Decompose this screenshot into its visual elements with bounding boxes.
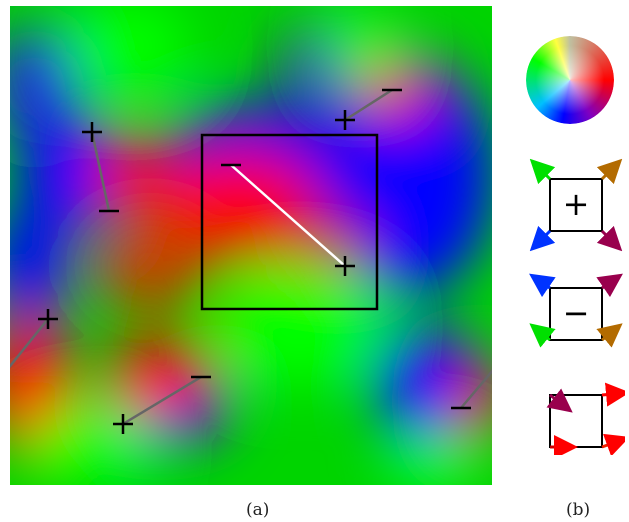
caption-a: (a) [246, 500, 270, 520]
phase-field-panel [10, 6, 492, 485]
highlight-pair-line [230, 164, 346, 267]
legend-panel: + − [520, 25, 629, 459]
plus-defect-marker [38, 309, 58, 329]
plus-defect-marker [82, 122, 102, 142]
defect-overlay [10, 88, 492, 434]
highlight-box [200, 133, 379, 311]
pair-line [344, 88, 393, 122]
color-wheel [526, 36, 614, 124]
plus-defect-marker [335, 110, 355, 130]
minus-charge-glyph: − [529, 273, 623, 348]
pair-line [122, 375, 202, 426]
vector-square-glyph [546, 382, 629, 459]
plus-defect-marker [113, 414, 133, 434]
plus-symbol: + [563, 185, 590, 223]
phase-field-image [10, 6, 492, 485]
plus-defect-marker [335, 256, 355, 276]
plus-charge-glyph: + [529, 158, 623, 252]
caption-b: (b) [566, 500, 591, 520]
minus-symbol: − [563, 294, 590, 332]
legend-svg: + − [526, 36, 629, 459]
pair-line [90, 131, 111, 212]
pair-line [10, 318, 49, 369]
pair-line [460, 369, 492, 409]
